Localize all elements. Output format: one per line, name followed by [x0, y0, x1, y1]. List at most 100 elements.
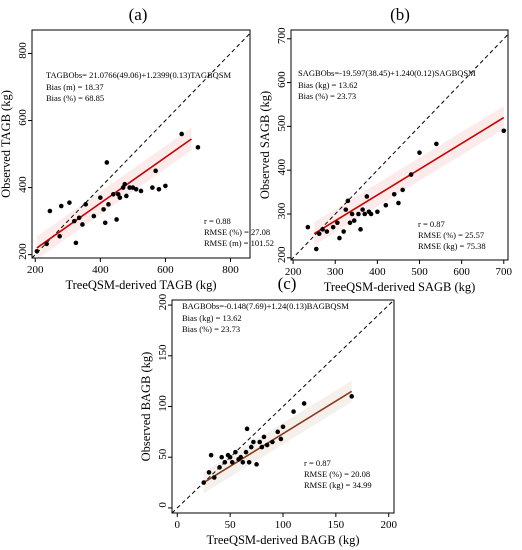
- data-point: [34, 248, 40, 254]
- plot-frame: [31, 29, 251, 259]
- data-point: [324, 229, 330, 234]
- data-point: [261, 434, 267, 440]
- y-tick-label: 200: [276, 246, 288, 263]
- y-tick-label: 800: [17, 42, 29, 59]
- data-point: [257, 439, 263, 445]
- stat-label: r = 0.88: [204, 216, 231, 226]
- data-point: [280, 424, 286, 430]
- one-to-one-line: [172, 300, 394, 513]
- data-point: [335, 220, 340, 226]
- data-point: [243, 449, 249, 455]
- data-point: [101, 207, 106, 212]
- data-point: [360, 207, 365, 212]
- data-point: [254, 462, 259, 467]
- data-point: [356, 211, 361, 217]
- data-point: [206, 470, 212, 475]
- data-point: [248, 444, 254, 450]
- x-tick-label: 500: [411, 266, 428, 278]
- y-axis-title: Observed TAGB (kg): [0, 90, 13, 198]
- bias-label: Bias (kg) = 13.62: [298, 80, 358, 90]
- data-point: [233, 449, 238, 455]
- data-point: [345, 198, 351, 204]
- panel-c: (c) 0 50 100 150 200 0 50 100 150 200 TreeQSM-deriv…: [139, 274, 397, 547]
- bias-label: Bias (kg) = 13.62: [182, 313, 242, 323]
- stat-label: r = 0.87: [304, 458, 331, 468]
- data-point: [259, 444, 265, 450]
- data-point: [305, 224, 311, 230]
- data-point: [396, 200, 401, 206]
- stat-label: RMSE (kg) = 75.38: [418, 241, 486, 251]
- y-tick-label: 300: [276, 202, 288, 219]
- data-point: [337, 235, 342, 241]
- x-tick-label: 600: [157, 264, 174, 276]
- x-tick-label: 100: [275, 519, 292, 531]
- data-point: [251, 439, 256, 445]
- data-point: [244, 426, 250, 432]
- data-point: [217, 465, 222, 470]
- y-tick-label: 600: [17, 109, 29, 126]
- data-point: [114, 217, 119, 222]
- x-tick-label: 50: [225, 519, 237, 531]
- data-point: [153, 168, 158, 174]
- data-point: [301, 401, 307, 406]
- data-point: [47, 208, 53, 214]
- data-point: [400, 187, 405, 193]
- x-tick-label: 200: [27, 264, 44, 276]
- plot-area: [172, 300, 394, 513]
- data-point: [122, 181, 128, 187]
- data-point: [246, 459, 252, 465]
- data-point: [349, 394, 355, 399]
- data-point: [71, 218, 77, 224]
- stat-label: r = 0.87: [418, 219, 445, 229]
- data-point: [343, 207, 349, 212]
- data-point: [201, 480, 207, 485]
- data-point: [133, 186, 139, 192]
- y-tick-label: 500: [276, 115, 288, 132]
- stat-label: RMSE (%) = 27.08: [204, 227, 270, 237]
- x-axis-title: TreeQSM-derived SAGB (kg): [324, 280, 476, 294]
- regression-equation: TAGBObs= 21.0766(49.06)+1.2399(0.13)TAGB…: [46, 70, 232, 80]
- data-point: [316, 231, 322, 237]
- data-point: [83, 202, 88, 207]
- data-point: [222, 459, 228, 465]
- stat-label: RMSE (kg) = 34.99: [304, 480, 372, 490]
- stat-label: RMSE (m) = 101.52: [204, 238, 274, 248]
- data-point: [264, 442, 270, 448]
- x-tick-label: 600: [453, 266, 470, 278]
- data-point: [150, 185, 155, 190]
- data-point: [330, 224, 336, 230]
- data-point: [73, 240, 79, 246]
- bias-label: Bias (m) = 18.37: [46, 82, 104, 92]
- data-point: [291, 409, 296, 414]
- data-point: [98, 195, 103, 200]
- data-point: [106, 202, 111, 207]
- data-point: [270, 439, 275, 445]
- data-point: [383, 202, 389, 208]
- regression-equation: BAGBObs=-0.148(7.69)+1.24(0.13)BAGBQSM: [182, 301, 349, 311]
- regression-equation: SAGBObs=-19.597(38.45)+1.240(0.12)SAGBQS…: [298, 68, 476, 78]
- data-point: [501, 128, 507, 134]
- x-tick-label: 200: [380, 519, 397, 531]
- data-point: [351, 218, 357, 223]
- y-tick-label: 400: [17, 176, 29, 193]
- x-tick-label: 400: [369, 266, 386, 278]
- y-tick-label: 0: [157, 502, 169, 508]
- data-point: [227, 454, 233, 460]
- bias-label: Bias (%) = 68.85: [46, 93, 104, 103]
- y-tick-label: 50: [157, 448, 169, 460]
- data-point: [138, 188, 144, 194]
- data-point: [408, 172, 414, 177]
- panel-a: (a) 200 400 600 800 200 400 600 800 TreeQSM-deriv…: [0, 5, 274, 292]
- y-tick-label: 150: [157, 344, 169, 361]
- bias-label: Bias (%) = 23.73: [298, 91, 356, 101]
- x-tick-label: 150: [328, 519, 345, 531]
- y-tick-label: 200: [17, 243, 29, 260]
- data-point: [211, 475, 217, 480]
- data-point: [364, 194, 370, 199]
- data-point: [368, 211, 374, 217]
- plot-area: [291, 33, 508, 260]
- data-point: [391, 191, 397, 197]
- data-point: [229, 459, 235, 465]
- data-point: [347, 220, 353, 226]
